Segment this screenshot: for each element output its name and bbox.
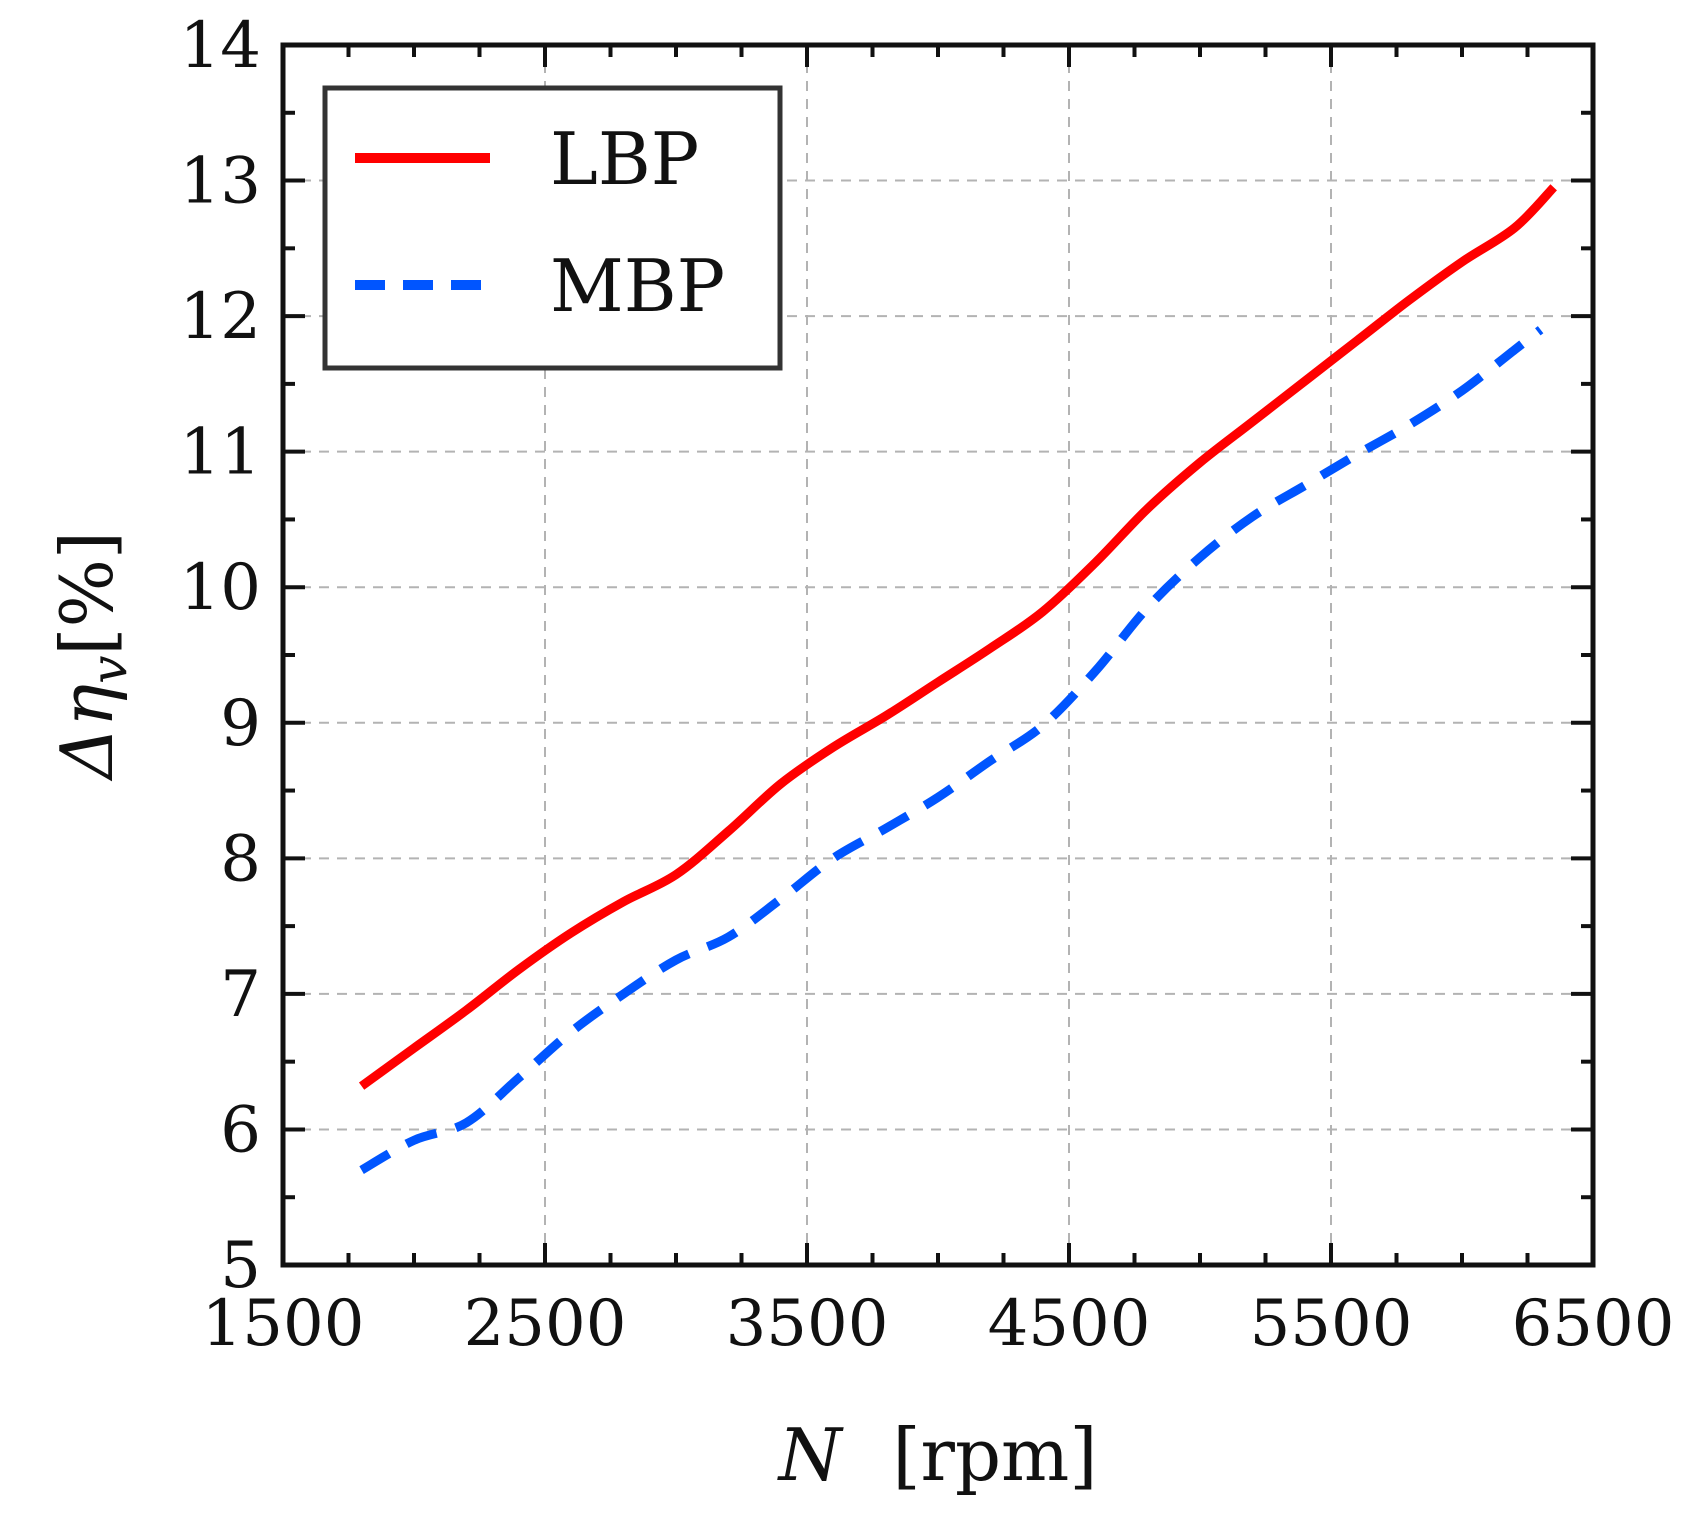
y-tick-label: 9: [220, 687, 261, 761]
y-tick-label: 12: [180, 280, 261, 354]
legend-box: [322, 85, 783, 371]
y-axis-variable: Δη: [45, 684, 129, 782]
x-tick-label: 2500: [464, 1287, 627, 1361]
series-line-mbp: [359, 326, 1544, 1175]
y-tick-label: 14: [180, 9, 261, 83]
x-tick-label: 3500: [726, 1287, 889, 1361]
grid-lines: [283, 45, 1593, 1265]
y-tick-label: 6: [220, 1093, 261, 1167]
y-tick-label: 10: [180, 551, 261, 625]
y-tick-label: 8: [220, 822, 261, 896]
plot-frame: [280, 42, 1596, 1268]
x-tick-label: 4500: [988, 1287, 1151, 1361]
y-tick-label: 13: [180, 145, 261, 219]
y-tick-label: 7: [220, 958, 261, 1032]
y-axis-label: Δηv[%]: [45, 531, 138, 782]
y-axis-subscript: v: [80, 656, 138, 684]
x-tick-label: 5500: [1250, 1287, 1413, 1361]
y-axis-unit: [%]: [45, 531, 129, 656]
y-tick-label: 5: [220, 1229, 261, 1303]
legend: LBP MBP: [322, 85, 783, 371]
series-line-lbp: [358, 184, 1557, 1090]
x-tick-label: 6500: [1512, 1287, 1675, 1361]
series-lines: [358, 184, 1557, 1175]
legend-label-lbp: LBP: [550, 117, 699, 201]
x-axis-label: N [rpm]: [777, 1413, 1098, 1497]
x-tick-labels: 1500 2500 3500 4500 5500 6500: [202, 1287, 1675, 1361]
y-tick-labels: 5 6 7 8 9 10 11 12 13 14: [180, 9, 261, 1303]
y-tick-label: 11: [180, 416, 261, 490]
x-tick-label: 1500: [202, 1287, 365, 1361]
x-axis-variable: N: [777, 1413, 845, 1497]
legend-label-mbp: MBP: [550, 244, 725, 328]
x-axis-unit: [rpm]: [892, 1413, 1097, 1497]
